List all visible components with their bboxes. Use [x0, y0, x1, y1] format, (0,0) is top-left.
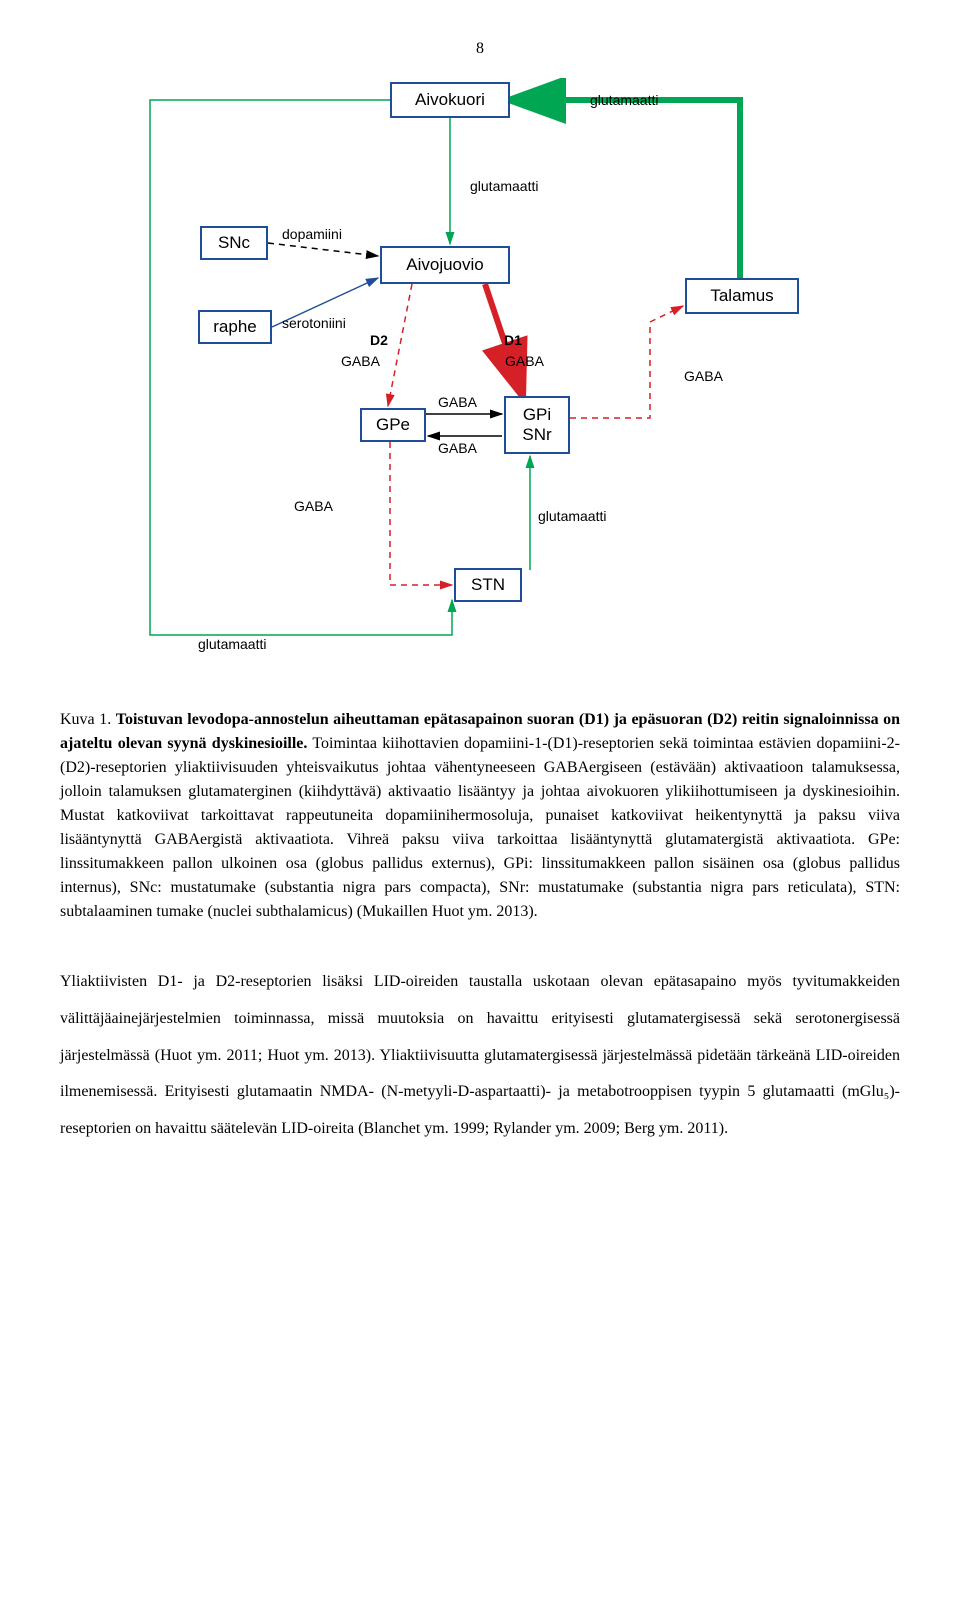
caption-rest: Toimintaa kiihottavien dopamiini-1-(D1)-…: [60, 735, 900, 920]
gpisnr-node: GPi SNr: [504, 396, 570, 454]
label-gaba-bottom-short: GABA: [438, 440, 477, 456]
page-number: 8: [60, 40, 900, 58]
label-glutamaatti-top: glutamaatti: [590, 92, 658, 108]
stn-node: STN: [454, 568, 522, 602]
basal-ganglia-diagram: Aivokuori SNc Aivojuovio raphe Talamus G…: [90, 78, 870, 678]
label-gaba-d2: GABA: [341, 353, 380, 369]
label-serotoniini: serotoniini: [282, 315, 346, 331]
label-gaba-talamus: GABA: [684, 368, 723, 384]
talamus-node: Talamus: [685, 278, 799, 314]
body-paragraph: Yliaktiivisten D1- ja D2-reseptorien lis…: [60, 964, 900, 1148]
label-glutamaatti-stn: glutamaatti: [538, 508, 606, 524]
label-glutamaatti-bottom: glutamaatti: [198, 636, 266, 652]
label-gaba-stn: GABA: [294, 498, 333, 514]
gpe-node: GPe: [360, 408, 426, 442]
raphe-node: raphe: [198, 310, 272, 344]
label-dopamiini: dopamiini: [282, 226, 342, 242]
label-d1: D1: [504, 332, 522, 348]
snc-node: SNc: [200, 226, 268, 260]
label-glutamaatti-mid: glutamaatti: [470, 178, 538, 194]
aivojuovio-node: Aivojuovio: [380, 246, 510, 284]
figure-caption: Kuva 1. Toistuvan levodopa-annostelun ai…: [60, 708, 900, 924]
caption-prefix: Kuva 1.: [60, 711, 116, 728]
label-d2: D2: [370, 332, 388, 348]
label-gaba-d1: GABA: [505, 353, 544, 369]
aivokuori-node: Aivokuori: [390, 82, 510, 118]
label-gaba-top-short: GABA: [438, 394, 477, 410]
